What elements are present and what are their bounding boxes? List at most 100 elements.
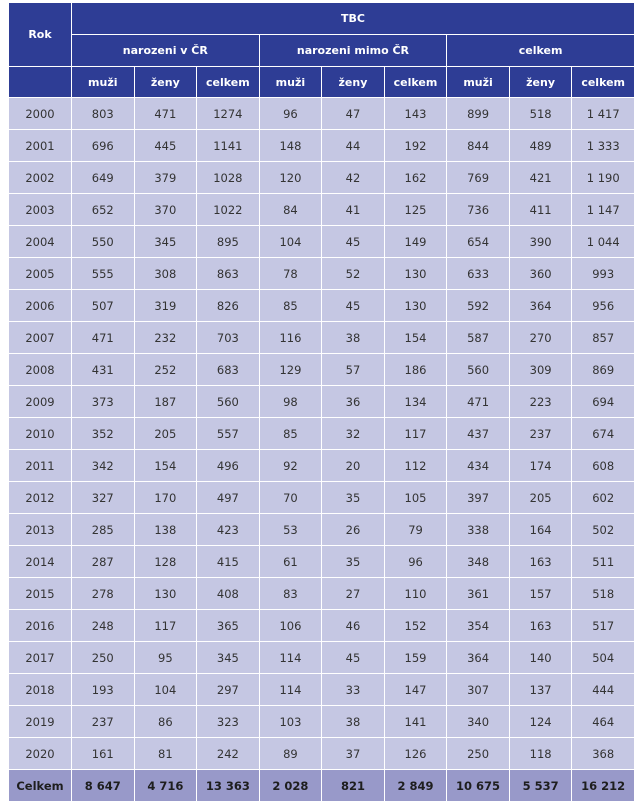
value-cell: 35 <box>321 481 385 514</box>
value-cell: 35 <box>321 545 385 578</box>
header-tbc: TBC <box>71 2 635 35</box>
value-cell: 1 417 <box>571 97 635 130</box>
value-cell: 899 <box>446 97 510 130</box>
value-cell: 96 <box>383 545 448 578</box>
value-cell: 27 <box>321 577 385 610</box>
year-cell: 2002 <box>8 161 72 194</box>
value-cell: 161 <box>71 737 135 770</box>
value-cell: 1 044 <box>571 225 635 258</box>
value-cell: 118 <box>508 737 573 770</box>
table-row: 2001 696 445 1141 148 44 192 844 489 1 333 <box>8 129 635 162</box>
value-cell: 106 <box>258 609 323 642</box>
value-cell: 360 <box>508 257 573 290</box>
table-row: 2002 649 379 1028 120 42 162 769 421 1 190 <box>8 161 635 194</box>
total-value-cell: 2 849 <box>383 769 448 802</box>
value-cell: 502 <box>571 513 635 546</box>
value-cell: 555 <box>71 257 135 290</box>
value-cell: 560 <box>446 353 510 386</box>
header-blank <box>8 66 72 98</box>
value-cell: 223 <box>508 385 573 418</box>
value-cell: 287 <box>71 545 135 578</box>
header-sub-men: muži <box>446 66 510 98</box>
value-cell: 844 <box>446 129 510 162</box>
value-cell: 192 <box>383 129 448 162</box>
value-cell: 92 <box>258 449 323 482</box>
value-cell: 803 <box>71 97 135 130</box>
value-cell: 364 <box>446 641 510 674</box>
table-header: Rok TBC narozeni v ČR narozeni mimo ČR c… <box>8 2 635 98</box>
value-cell: 157 <box>508 577 573 610</box>
value-cell: 250 <box>71 641 135 674</box>
value-cell: 164 <box>508 513 573 546</box>
year-cell: 2019 <box>8 705 72 738</box>
header-group-total: celkem <box>446 34 635 67</box>
value-cell: 270 <box>508 321 573 354</box>
table-row: 2012 327 170 497 70 35 105 397 205 602 <box>8 481 635 514</box>
value-cell: 89 <box>258 737 323 770</box>
value-cell: 154 <box>133 449 198 482</box>
table-row: 2004 550 345 895 104 45 149 654 390 1 044 <box>8 225 635 258</box>
value-cell: 390 <box>508 225 573 258</box>
value-cell: 895 <box>196 225 260 258</box>
value-cell: 78 <box>258 257 323 290</box>
value-cell: 592 <box>446 289 510 322</box>
value-cell: 81 <box>133 737 198 770</box>
value-cell: 45 <box>321 289 385 322</box>
value-cell: 471 <box>133 97 198 130</box>
table-row: 2008 431 252 683 129 57 186 560 309 869 <box>8 353 635 386</box>
value-cell: 57 <box>321 353 385 386</box>
value-cell: 174 <box>508 449 573 482</box>
value-cell: 550 <box>71 225 135 258</box>
total-label: Celkem <box>8 769 72 802</box>
value-cell: 159 <box>383 641 448 674</box>
value-cell: 205 <box>133 417 198 450</box>
value-cell: 26 <box>321 513 385 546</box>
value-cell: 170 <box>133 481 198 514</box>
value-cell: 364 <box>508 289 573 322</box>
header-sub-total: celkem <box>196 66 260 98</box>
value-cell: 278 <box>71 577 135 610</box>
total-value-cell: 2 028 <box>258 769 323 802</box>
year-cell: 2008 <box>8 353 72 386</box>
total-value-cell: 13 363 <box>196 769 260 802</box>
value-cell: 354 <box>446 609 510 642</box>
value-cell: 504 <box>571 641 635 674</box>
value-cell: 143 <box>383 97 448 130</box>
value-cell: 128 <box>133 545 198 578</box>
value-cell: 138 <box>133 513 198 546</box>
value-cell: 250 <box>446 737 510 770</box>
table-row: 2006 507 319 826 85 45 130 592 364 956 <box>8 289 635 322</box>
value-cell: 857 <box>571 321 635 354</box>
value-cell: 379 <box>133 161 198 194</box>
year-cell: 2005 <box>8 257 72 290</box>
year-cell: 2009 <box>8 385 72 418</box>
value-cell: 345 <box>133 225 198 258</box>
value-cell: 38 <box>321 321 385 354</box>
value-cell: 511 <box>571 545 635 578</box>
value-cell: 114 <box>258 673 323 706</box>
table-row: 2020 161 81 242 89 37 126 250 118 368 <box>8 737 635 770</box>
value-cell: 103 <box>258 705 323 738</box>
year-cell: 2015 <box>8 577 72 610</box>
value-cell: 338 <box>446 513 510 546</box>
value-cell: 36 <box>321 385 385 418</box>
value-cell: 345 <box>196 641 260 674</box>
value-cell: 44 <box>321 129 385 162</box>
value-cell: 110 <box>383 577 448 610</box>
year-cell: 2006 <box>8 289 72 322</box>
value-cell: 518 <box>508 97 573 130</box>
value-cell: 186 <box>383 353 448 386</box>
value-cell: 154 <box>383 321 448 354</box>
header-sub-men: muži <box>258 66 323 98</box>
value-cell: 148 <box>258 129 323 162</box>
value-cell: 112 <box>383 449 448 482</box>
year-cell: 2003 <box>8 193 72 226</box>
year-cell: 2007 <box>8 321 72 354</box>
value-cell: 421 <box>508 161 573 194</box>
value-cell: 1141 <box>196 129 260 162</box>
value-cell: 124 <box>508 705 573 738</box>
value-cell: 1 333 <box>571 129 635 162</box>
table-row: 2011 342 154 496 92 20 112 434 174 608 <box>8 449 635 482</box>
table-row: 2019 237 86 323 103 38 141 340 124 464 <box>8 705 635 738</box>
value-cell: 434 <box>446 449 510 482</box>
